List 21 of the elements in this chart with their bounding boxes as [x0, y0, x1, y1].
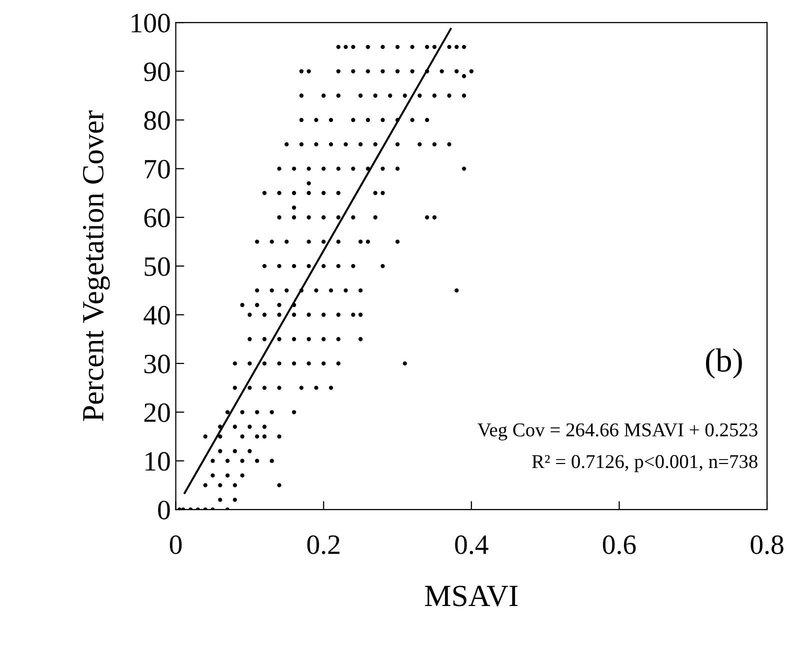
- y-tick-label: 100: [132, 14, 170, 32]
- y-tick-label: 0: [158, 500, 170, 520]
- y-tick-label: 70: [144, 160, 170, 179]
- y-tick-label: 30: [144, 354, 170, 374]
- x-axis-title: MSAVI: [425, 586, 518, 606]
- y-tick-label: 20: [144, 403, 170, 422]
- y-tick-label: 50: [144, 257, 170, 276]
- annotation: R² = 0.7126, p<0.001, n=738: [532, 455, 758, 472]
- y-axis-title: Percent Vegetation Cover: [82, 110, 110, 422]
- x-tick-label: 0.6: [602, 535, 636, 554]
- annotation: (b): [706, 348, 742, 379]
- y-tick-label: 10: [146, 452, 170, 471]
- y-tick-label: 60: [144, 208, 170, 228]
- x-tick-label: 0.4: [455, 535, 488, 554]
- y-tick-label: 90: [144, 62, 170, 82]
- x-tick-label: 0.2: [307, 535, 340, 554]
- y-tick-label: 40: [144, 306, 170, 325]
- x-tick-label: 0: [170, 535, 182, 554]
- annotation: Veg Cov = 264.66 MSAVI + 0.2523: [478, 423, 758, 440]
- x-tick-label: 0.8: [750, 535, 784, 554]
- y-tick-label: 80: [144, 111, 170, 130]
